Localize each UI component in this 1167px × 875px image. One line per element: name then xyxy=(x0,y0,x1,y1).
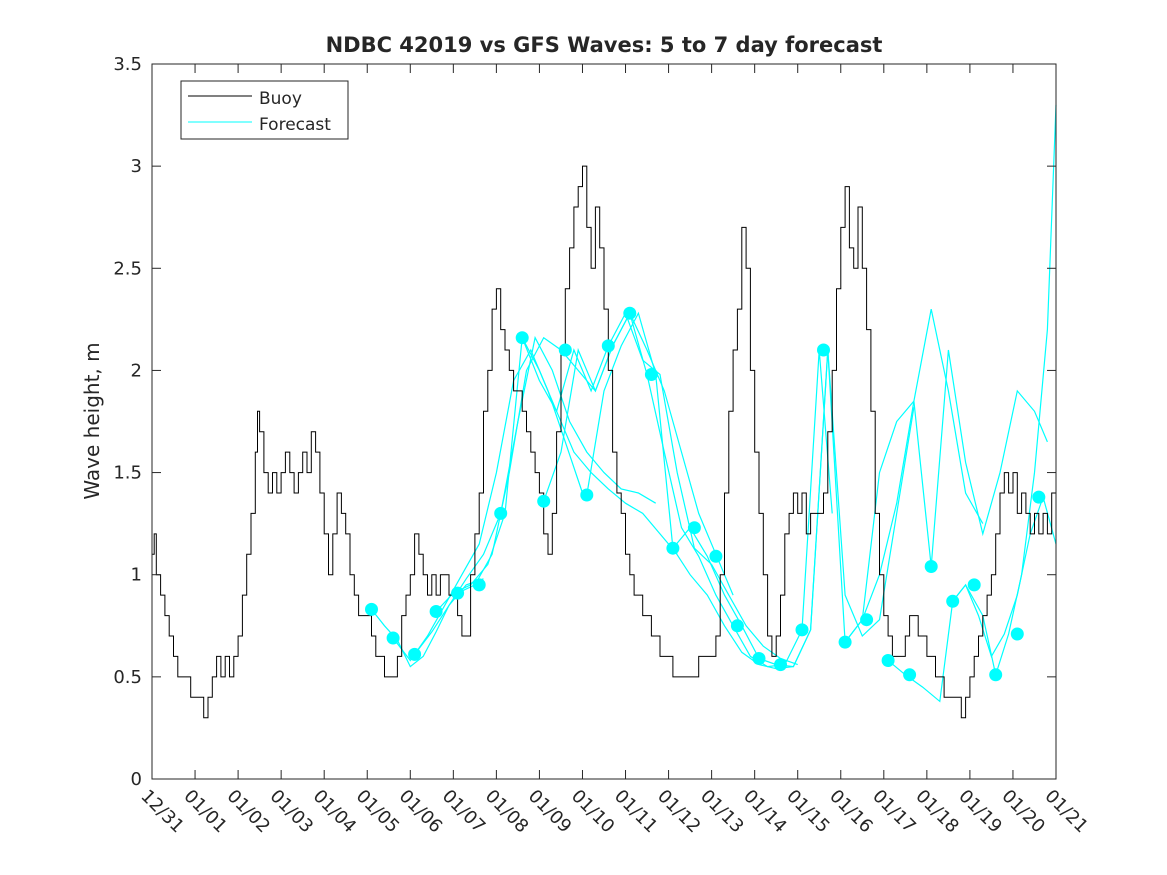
forecast-marker-28 xyxy=(967,578,981,592)
chart-title: NDBC 42019 vs GFS Waves: 5 to 7 day fore… xyxy=(326,33,883,57)
forecast-marker-5 xyxy=(472,578,486,592)
buoy-line xyxy=(152,165,1056,719)
legend-forecast-label: Forecast xyxy=(259,115,331,135)
forecast-line-9 xyxy=(844,349,1048,643)
forecast-marker-4 xyxy=(451,586,465,600)
forecast-line-6 xyxy=(543,311,833,668)
forecast-marker-15 xyxy=(687,521,701,535)
forecast-line-5 xyxy=(521,311,798,666)
forecast-marker-2 xyxy=(408,647,422,661)
plot-area xyxy=(152,64,1056,779)
forecast-marker-10 xyxy=(580,488,594,502)
y-tick-label-3: 1.5 xyxy=(113,463,142,484)
y-tick-label-4: 2 xyxy=(131,360,142,381)
forecast-marker-0 xyxy=(365,602,378,616)
forecast-marker-6 xyxy=(494,506,508,520)
y-tick-label-2: 1 xyxy=(131,565,142,586)
forecast-marker-27 xyxy=(946,594,960,608)
forecast-marker-14 xyxy=(666,541,680,555)
forecast-marker-21 xyxy=(817,343,830,357)
y-tick-label-6: 3 xyxy=(131,156,142,177)
forecast-marker-20 xyxy=(795,623,809,637)
legend: Buoy Forecast xyxy=(180,80,349,140)
forecast-marker-1 xyxy=(386,631,400,645)
legend-box xyxy=(180,80,349,140)
forecast-marker-23 xyxy=(860,613,874,627)
y-tick-label-7: 3.5 xyxy=(113,54,142,75)
y-tick-label-0: 0 xyxy=(131,769,142,790)
forecast-marker-16 xyxy=(709,549,723,563)
forecast-marker-13 xyxy=(644,368,658,381)
forecast-marker-19 xyxy=(774,658,787,672)
y-axis-label: Wave height, m xyxy=(80,342,104,499)
legend-buoy-label: Buoy xyxy=(259,89,302,109)
forecast-marker-29 xyxy=(989,668,1003,682)
forecast-line-11 xyxy=(952,495,1057,658)
forecast-marker-26 xyxy=(924,560,938,573)
forecast-marker-25 xyxy=(903,668,917,682)
forecast-marker-30 xyxy=(1010,627,1024,641)
forecast-marker-31 xyxy=(1032,490,1046,504)
series-layer xyxy=(152,104,1057,719)
y-tick-label-1: 0.5 xyxy=(113,667,142,688)
forecast-marker-3 xyxy=(429,605,443,618)
forecast-marker-17 xyxy=(730,619,744,633)
forecast-marker-18 xyxy=(752,652,766,665)
forecast-marker-8 xyxy=(537,494,551,508)
axes-box xyxy=(151,63,1057,780)
forecast-marker-9 xyxy=(558,343,572,357)
forecast-line-7 xyxy=(586,311,915,670)
forecast-marker-7 xyxy=(515,331,529,345)
forecast-line-1 xyxy=(392,348,584,662)
forecast-marker-22 xyxy=(838,635,852,649)
forecast-marker-12 xyxy=(623,306,637,320)
forecast-marker-11 xyxy=(601,339,615,353)
forecast-marker-24 xyxy=(881,654,895,667)
y-tick-label-5: 2.5 xyxy=(113,258,142,279)
